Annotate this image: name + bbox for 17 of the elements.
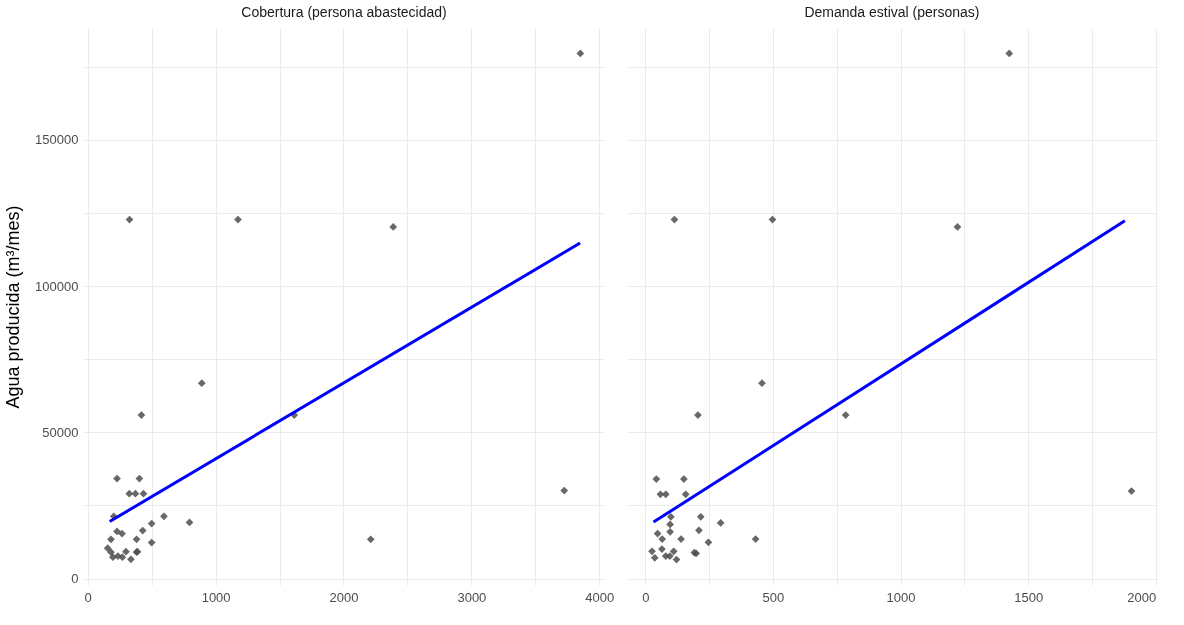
x-tick-label: 500 [762, 589, 785, 605]
x-tick-label: 4000 [585, 589, 615, 605]
x-tick-label: 3000 [457, 589, 487, 605]
x-tick-label: 0 [84, 589, 92, 605]
x-tick-label: 1500 [1014, 589, 1044, 605]
x-tick-label: 2000 [1127, 589, 1157, 605]
y-tick-label: 50000 [42, 424, 79, 440]
x-tick-label: 0 [642, 589, 650, 605]
y-tick-label: 150000 [35, 132, 79, 148]
x-tick-label: 2000 [329, 589, 359, 605]
y-tick-label: 0 [71, 571, 79, 587]
chart-title: Cobertura (persona abastecidad) [241, 4, 447, 20]
x-tick-label: 1000 [201, 589, 231, 605]
chart-title: Demanda estival (personas) [804, 4, 980, 20]
x-tick-label: 1000 [886, 589, 916, 605]
y-tick-label: 100000 [35, 278, 79, 294]
y-axis-title: Agua producida (m³/mes) [3, 205, 24, 409]
